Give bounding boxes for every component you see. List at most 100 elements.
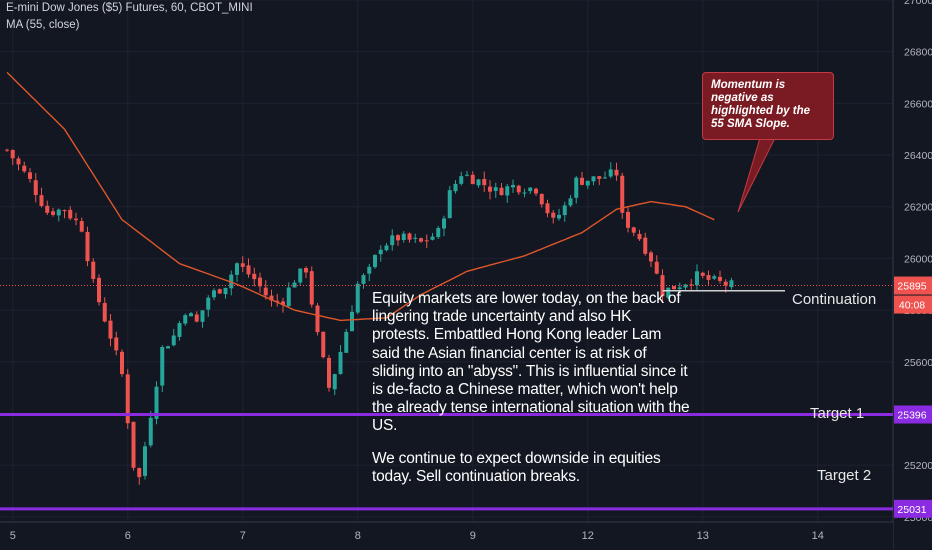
- target1-badge: [894, 405, 932, 424]
- candle-body: [235, 263, 239, 275]
- candle-body: [309, 271, 314, 305]
- candle-body: [591, 176, 596, 182]
- candle-body: [729, 280, 734, 288]
- candle-body: [5, 149, 9, 151]
- candle-body: [68, 209, 73, 219]
- candle-body: [442, 218, 446, 229]
- candle-body: [367, 266, 372, 274]
- candle-body: [258, 277, 262, 287]
- candle-body: [292, 282, 297, 288]
- candle-body: [212, 290, 216, 298]
- target2-badge: [894, 499, 932, 518]
- outlook-text: We continue to expect downside in equiti…: [372, 450, 661, 486]
- countdown-value: 40:08: [899, 300, 925, 312]
- candle-body: [246, 265, 251, 275]
- candle-body: [269, 295, 274, 301]
- momentum-callout: Momentum is negative as highlighted by t…: [702, 72, 834, 140]
- candle-body: [16, 158, 21, 165]
- candle-body: [557, 214, 561, 219]
- x-tick-label: 6: [125, 530, 131, 542]
- symbol-title: E-mini Dow Jones ($5) Futures, 60, CBOT_…: [6, 2, 253, 14]
- candle-body: [723, 281, 728, 286]
- candle-body: [677, 287, 682, 290]
- y-tick-label: 25600: [904, 357, 932, 369]
- y-tick-label: 26000: [904, 253, 932, 265]
- x-tick-label: 5: [10, 530, 16, 542]
- candle-body: [574, 177, 579, 198]
- y-tick-label: 26400: [904, 150, 932, 162]
- callout-pointer: [737, 137, 776, 213]
- candle-body: [286, 287, 291, 307]
- candle-body: [666, 287, 671, 298]
- y-tick-label: 25200: [904, 460, 932, 472]
- candle-body: [338, 351, 343, 374]
- last-price-badge: [894, 276, 932, 295]
- candle-body: [390, 235, 395, 246]
- candle-body: [22, 165, 27, 172]
- candle-body: [39, 195, 44, 206]
- candle-body: [568, 198, 573, 206]
- candle-body: [476, 179, 481, 186]
- candle-body: [706, 275, 711, 280]
- candle-body: [465, 174, 469, 176]
- x-tick-label: 12: [582, 530, 594, 542]
- candle-body: [603, 177, 607, 179]
- target2-value: 25031: [897, 504, 926, 516]
- price-axis: [893, 0, 932, 550]
- candle-body: [447, 190, 452, 219]
- candle-body: [522, 192, 527, 194]
- continuation-label: Continuation: [792, 291, 877, 308]
- candle-body: [378, 249, 383, 255]
- last-price-value: 25895: [897, 281, 926, 293]
- candle-body: [321, 331, 326, 358]
- candle-body: [120, 351, 124, 375]
- candle-body: [344, 331, 349, 353]
- candle-body: [580, 177, 584, 185]
- candle-body: [177, 323, 182, 337]
- candle-body: [143, 446, 147, 476]
- candle-body: [649, 252, 653, 262]
- candle-body: [200, 310, 205, 322]
- candle-body: [217, 289, 222, 294]
- candle-body: [401, 233, 406, 241]
- candle-body: [97, 277, 101, 303]
- candle-body: [718, 276, 722, 281]
- candle-body: [712, 276, 717, 279]
- candle-body: [298, 268, 303, 283]
- candle-body: [608, 169, 613, 177]
- candle-body: [637, 233, 642, 240]
- candle-body: [33, 180, 38, 195]
- candle-body: [79, 221, 84, 232]
- commentary-text: Equity markets are lower today, on the b…: [372, 290, 690, 435]
- x-tick-label: 7: [240, 530, 246, 542]
- candle-body: [453, 183, 458, 192]
- candle-body: [505, 186, 510, 196]
- candle-body: [545, 203, 550, 214]
- target2-label: Target 2: [817, 467, 872, 484]
- candle-body: [183, 315, 188, 324]
- candle-body: [384, 245, 389, 251]
- candle-body: [252, 273, 257, 280]
- candle-body: [614, 169, 619, 176]
- target1-label: Target 1: [810, 405, 865, 422]
- candle-body: [373, 254, 377, 268]
- candle-body: [539, 194, 544, 205]
- candle-body: [108, 320, 113, 339]
- indicator-legend: MA (55, close): [6, 19, 80, 31]
- candle-body: [597, 176, 602, 179]
- candle-body: [643, 237, 648, 254]
- candle-body: [551, 212, 556, 218]
- x-tick-label: 8: [355, 530, 361, 542]
- candle-body: [700, 272, 705, 276]
- candle-body: [631, 227, 636, 233]
- target1-value: 25396: [897, 409, 926, 421]
- candle-body: [355, 283, 360, 313]
- candle-body: [493, 187, 498, 191]
- candle-body: [189, 313, 193, 317]
- candle-body: [488, 186, 492, 192]
- candle-body: [131, 421, 136, 468]
- candle-body: [361, 275, 366, 284]
- candle-body: [62, 210, 67, 212]
